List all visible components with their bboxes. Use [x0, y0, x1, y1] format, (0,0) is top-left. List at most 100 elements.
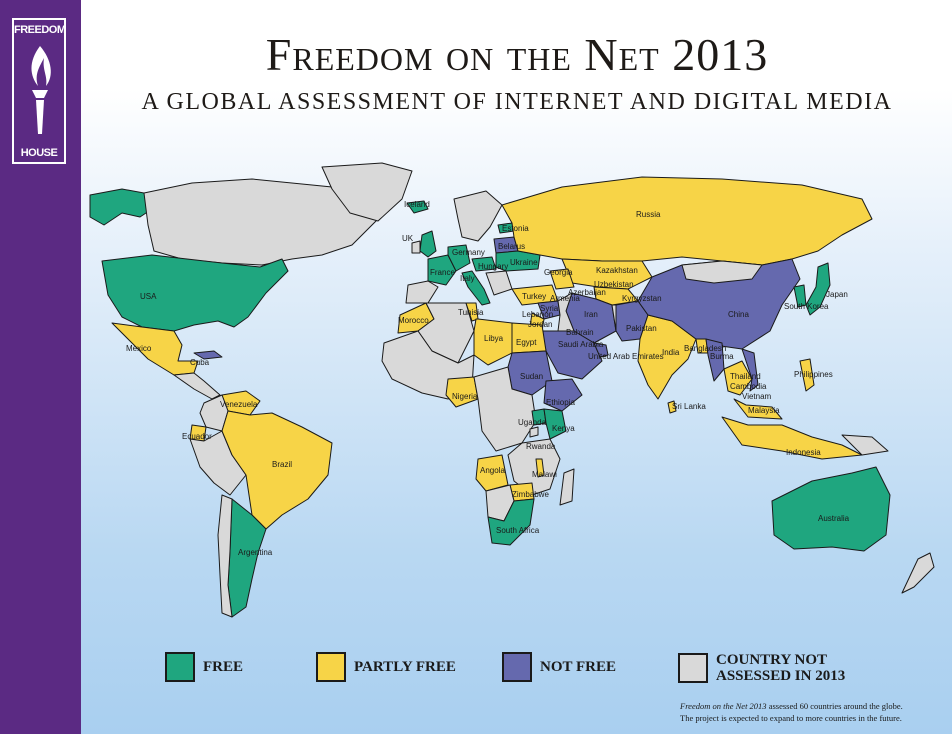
region-libya — [473, 318, 513, 366]
world-map: Iceland UK France Germany Estonia Belaru… — [89, 162, 935, 618]
label-china: China — [728, 310, 749, 319]
region-japan — [805, 262, 831, 316]
region-south-africa — [487, 498, 535, 546]
label-ecuador: Ecuador — [182, 432, 212, 441]
page-title: Freedom on the Net 2013 — [265, 29, 769, 80]
label-ethiopia: Ethiopia — [546, 398, 575, 407]
label-south-korea: South Korea — [784, 302, 829, 311]
label-japan: Japan — [826, 290, 848, 299]
label-estonia: Estonia — [502, 224, 529, 233]
label-france: France — [430, 268, 455, 277]
region-chile — [217, 494, 233, 618]
region-central-africa — [473, 366, 537, 452]
region-brazil — [221, 410, 333, 530]
region-burma — [705, 338, 725, 382]
label-philippines: Philippines — [794, 370, 833, 379]
region-france — [427, 254, 457, 286]
footnote: Freedom on the Net 2013 assessed 60 coun… — [680, 700, 948, 724]
region-australia — [771, 466, 891, 552]
region-russia — [501, 176, 873, 266]
legend-label-not-assessed: COUNTRY NOT ASSESSED IN 2013 — [716, 652, 845, 684]
footnote-line2: The project is expected to expand to mor… — [680, 713, 902, 723]
label-syria: Syria — [540, 304, 559, 313]
region-sri-lanka — [667, 400, 677, 414]
region-madagascar — [559, 468, 575, 506]
region-vietnam — [741, 348, 759, 392]
label-uganda: Uganda — [518, 418, 547, 427]
legend-label-free: FREE — [203, 659, 244, 675]
region-greenland — [321, 162, 413, 222]
label-tunisia: Tunisia — [458, 308, 484, 317]
label-jordan: Jordan — [528, 320, 552, 329]
label-belarus: Belarus — [498, 242, 525, 251]
region-balkans — [485, 270, 513, 296]
legend-swatch-not-assessed — [678, 653, 708, 683]
label-malawi: Malawi — [532, 470, 557, 479]
label-nigeria: Nigeria — [452, 392, 478, 401]
region-central-america — [173, 372, 221, 400]
legend-label-not-assessed-line2: ASSESSED IN 2013 — [716, 668, 846, 684]
region-iceland — [406, 200, 429, 214]
region-ethiopia — [543, 378, 583, 412]
label-south-africa: South Africa — [496, 526, 540, 535]
map-labels: Iceland UK France Germany Estonia Belaru… — [126, 200, 850, 557]
region-uae — [593, 342, 609, 358]
torch-icon — [31, 46, 51, 134]
label-malaysia: Malaysia — [748, 406, 780, 415]
legend-swatch-not-free — [502, 652, 532, 682]
label-kenya: Kenya — [552, 424, 575, 433]
label-iran: Iran — [584, 310, 598, 319]
label-australia: Australia — [818, 514, 850, 523]
label-morocco: Morocco — [398, 316, 429, 325]
label-zimbabwe: Zimbabwe — [512, 490, 549, 499]
region-iberia — [405, 280, 439, 304]
page-subtitle: A GLOBAL ASSESSMENT OF INTERNET AND DIGI… — [141, 89, 893, 115]
label-hungary: Hungary — [478, 262, 508, 271]
region-kazakhstan — [561, 258, 653, 290]
label-rwanda: Rwanda — [526, 442, 556, 451]
region-cuba — [193, 350, 223, 360]
label-sudan: Sudan — [520, 372, 543, 381]
label-indonesia: Indonesia — [786, 448, 821, 457]
label-venezuela: Venezuela — [220, 400, 258, 409]
label-uzbekistan: Uzbekistan — [594, 280, 634, 289]
label-kyrgyzstan: Kyrgyzstan — [622, 294, 662, 303]
label-georgia: Georgia — [544, 268, 573, 277]
label-brazil: Brazil — [272, 460, 292, 469]
region-scandinavia — [453, 190, 503, 242]
legend-item-not-free: NOT FREE — [502, 652, 616, 682]
freedom-house-logo: FREEDOM HOUSE — [12, 18, 66, 164]
label-italy: Italy — [460, 274, 475, 283]
region-mongolia — [681, 260, 763, 284]
label-pakistan: Pakistan — [626, 324, 657, 333]
label-uae: United Arab Emirates — [588, 352, 664, 361]
label-turkey: Turkey — [522, 292, 546, 301]
region-nigeria — [445, 376, 479, 408]
label-bangladesh: Bangladesh — [684, 344, 726, 353]
region-hungary — [471, 256, 497, 272]
legend-item-not-assessed: COUNTRY NOT ASSESSED IN 2013 — [678, 652, 845, 684]
region-mexico — [111, 322, 199, 376]
region-papua — [841, 434, 889, 456]
label-russia: Russia — [636, 210, 661, 219]
region-alaska — [89, 188, 153, 226]
region-germany — [447, 244, 471, 272]
label-azerbaijan: Azerbaijan — [568, 288, 606, 297]
logo-text-bottom: HOUSE — [20, 147, 58, 159]
label-india: India — [662, 348, 680, 357]
legend-item-free: FREE — [165, 652, 243, 682]
region-tanzania-mozambique — [507, 438, 561, 496]
region-malaysia — [733, 398, 783, 420]
footnote-title: Freedom on the Net 2013 — [680, 701, 767, 711]
region-afghanistan — [611, 304, 617, 332]
region-new-zealand — [901, 552, 935, 594]
region-thailand-cambodia — [723, 360, 753, 396]
label-libya: Libya — [484, 334, 504, 343]
region-philippines — [799, 358, 815, 392]
label-egypt: Egypt — [516, 338, 537, 347]
label-bahrain: Bahrain — [566, 328, 594, 337]
legend-swatch-partly-free — [316, 652, 346, 682]
label-cuba: Cuba — [190, 358, 210, 367]
sidebar-band: FREEDOM HOUSE — [0, 0, 81, 734]
logo-text-top: FREEDOM — [14, 24, 66, 36]
